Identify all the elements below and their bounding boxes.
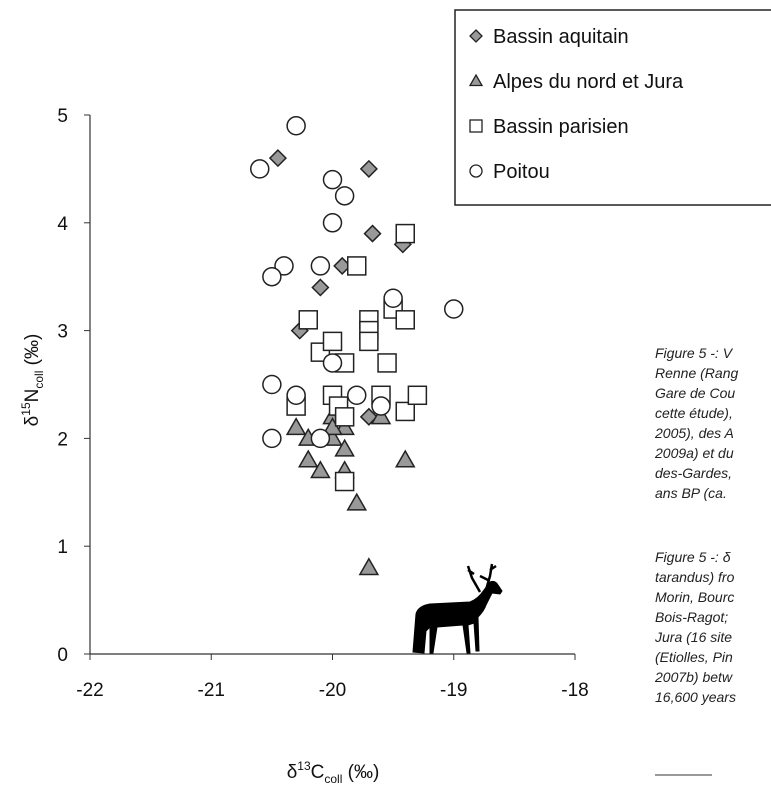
circle-marker — [311, 429, 329, 447]
circle-marker — [311, 257, 329, 275]
caption-line: Figure 5 -: δ — [655, 549, 731, 565]
label-part: δ — [22, 416, 43, 427]
circle-marker — [384, 289, 402, 307]
label-part: C — [311, 762, 325, 783]
circle-marker — [263, 376, 281, 394]
y-tick-label: 2 — [57, 429, 68, 450]
label-part: N — [22, 389, 43, 403]
circle-marker — [324, 214, 342, 232]
caption-line: cette étude), — [655, 405, 733, 421]
label-part: (‰) — [22, 334, 43, 371]
legend-label: Bassin aquitain — [493, 26, 629, 48]
legend-label: Bassin parisien — [493, 116, 629, 138]
reindeer-icon — [413, 564, 502, 653]
label-sup: 15 — [19, 402, 33, 416]
square-marker — [470, 120, 482, 132]
square-marker — [396, 402, 414, 420]
square-marker — [396, 225, 414, 243]
circle-marker — [470, 165, 482, 177]
triangle-marker — [299, 451, 317, 467]
diamond-marker — [270, 150, 286, 166]
label-part: (‰) — [342, 762, 379, 783]
square-marker — [396, 311, 414, 329]
square-marker — [336, 408, 354, 426]
circle-marker — [287, 117, 305, 135]
y-label: δ15Ncoll (‰) — [19, 334, 46, 427]
square-marker — [299, 311, 317, 329]
triangle-marker — [360, 559, 378, 575]
label-part: δ — [287, 762, 298, 783]
caption-line: Morin, Bourc — [655, 589, 734, 605]
y-tick-label: 5 — [57, 106, 68, 127]
square-marker — [360, 332, 378, 350]
triangle-marker — [348, 494, 366, 510]
square-marker — [348, 257, 366, 275]
square-marker — [408, 386, 426, 404]
x-tick-label: -18 — [561, 680, 588, 701]
circle-marker — [324, 354, 342, 372]
circle-marker — [372, 397, 390, 415]
caption-line: Renne (Rang — [655, 365, 738, 381]
label-sup: 13 — [297, 759, 311, 773]
caption-line: (Etiolles, Pin — [655, 649, 733, 665]
legend-label: Poitou — [493, 161, 550, 183]
y-tick-label: 4 — [57, 214, 68, 235]
caption-line: Jura (16 site — [654, 629, 732, 645]
y-tick-label: 1 — [57, 537, 68, 558]
x-label: δ13Ccoll (‰) — [287, 759, 380, 786]
circle-marker — [263, 268, 281, 286]
square-marker — [378, 354, 396, 372]
circle-marker — [251, 160, 269, 178]
diamond-marker — [312, 279, 328, 295]
caption-line: des-Gardes, — [655, 465, 732, 481]
square-marker — [324, 332, 342, 350]
y-tick-label: 3 — [57, 322, 68, 343]
circle-marker — [263, 429, 281, 447]
label-sub: coll — [32, 371, 46, 389]
square-marker — [336, 473, 354, 491]
circle-marker — [445, 300, 463, 318]
x-tick-label: -19 — [440, 680, 467, 701]
caption-line: 2005), des A — [654, 425, 734, 441]
caption-line: 2007b) betw — [654, 669, 733, 685]
circle-marker — [348, 386, 366, 404]
circle-marker — [287, 386, 305, 404]
caption-line: tarandus) fro — [655, 569, 735, 585]
label-sub: coll — [324, 772, 342, 786]
caption-line: 2009a) et du — [654, 445, 734, 461]
caption-line: Bois-Ragot; — [655, 609, 728, 625]
circle-marker — [336, 187, 354, 205]
caption-line: Figure 5 -: V — [655, 345, 734, 361]
x-tick-label: -20 — [319, 680, 346, 701]
circle-marker — [324, 171, 342, 189]
caption-line: Gare de Cou — [655, 385, 735, 401]
caption-line: ans BP (ca. — [655, 485, 727, 501]
legend-label: Alpes du nord et Jura — [493, 71, 684, 93]
diamond-marker — [365, 226, 381, 242]
diamond-marker — [361, 161, 377, 177]
x-tick-label: -21 — [198, 680, 225, 701]
y-tick-label: 0 — [57, 645, 68, 666]
caption-line: 16,600 years — [655, 689, 736, 705]
triangle-marker — [287, 419, 305, 435]
triangle-marker — [396, 451, 414, 467]
x-tick-label: -22 — [76, 680, 103, 701]
chart: 012345-22-21-20-19-18δ13Ccoll (‰)δ15Ncol… — [0, 0, 771, 791]
